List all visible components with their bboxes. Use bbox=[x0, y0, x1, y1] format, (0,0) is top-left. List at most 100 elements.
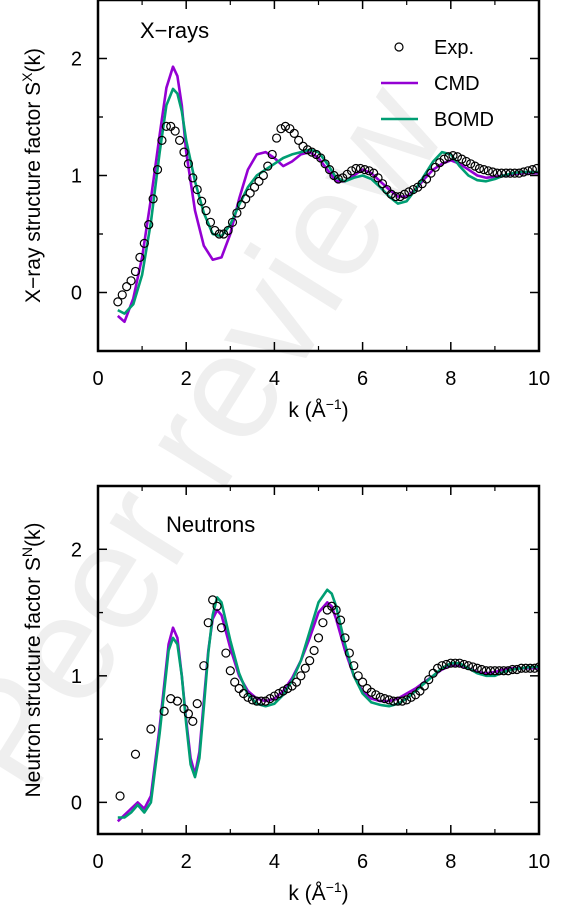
exp-point bbox=[499, 666, 509, 676]
exp-point bbox=[490, 666, 500, 676]
exp-point bbox=[234, 683, 244, 694]
exp-point bbox=[130, 266, 141, 277]
exp-point bbox=[188, 173, 198, 183]
exp-point bbox=[505, 168, 515, 178]
exp-point bbox=[227, 217, 238, 227]
y-axis-label: Neutron structure factor SN(k) bbox=[19, 522, 45, 797]
exp-point bbox=[450, 658, 460, 668]
panel-neutron: 0 2 4 6 8 10 0 1 2 Neutrons k (Å−1) Neutron structu… bbox=[19, 484, 550, 905]
x-tick-label: 4 bbox=[269, 368, 280, 390]
exp-point bbox=[358, 677, 368, 687]
exp-point bbox=[192, 184, 202, 195]
exp-point bbox=[501, 168, 511, 178]
exp-point bbox=[201, 206, 211, 216]
exp-point bbox=[130, 749, 141, 759]
exp-point bbox=[523, 166, 533, 176]
exp-point bbox=[353, 671, 363, 681]
y-tick-label: 1 bbox=[71, 166, 82, 188]
exp-point bbox=[159, 706, 169, 716]
exp-point bbox=[256, 696, 266, 706]
series-line-bomd bbox=[117, 87, 539, 315]
exp-point bbox=[320, 159, 330, 169]
panel-title: X−rays bbox=[140, 18, 209, 43]
exp-point bbox=[291, 677, 302, 687]
exp-point bbox=[205, 217, 216, 227]
series-line-bomd bbox=[117, 588, 539, 819]
y-tick-label: 0 bbox=[71, 283, 82, 305]
x-tick-label: 2 bbox=[181, 851, 192, 873]
exp-point bbox=[161, 121, 171, 131]
exp-point bbox=[305, 656, 315, 666]
legend-label: CMD bbox=[434, 73, 480, 95]
exp-point bbox=[174, 135, 185, 145]
legend-label: Exp. bbox=[434, 37, 474, 59]
exp-point bbox=[254, 176, 264, 186]
exp-point bbox=[406, 692, 416, 702]
exp-point bbox=[512, 664, 522, 675]
exp-point bbox=[245, 188, 255, 198]
exp-point bbox=[532, 163, 539, 174]
exp-point bbox=[280, 121, 291, 131]
panel-xray: 0 2 4 6 8 10 0 1 2 X−rays k (Å−1) X−ray structure f… bbox=[19, 0, 550, 422]
exp-point bbox=[402, 695, 412, 705]
exp-point bbox=[236, 200, 246, 210]
exp-point bbox=[472, 663, 482, 673]
exp-point bbox=[225, 666, 235, 676]
exp-point bbox=[122, 282, 132, 292]
exp-point bbox=[393, 696, 403, 706]
y-tick-label: 1 bbox=[71, 666, 82, 688]
exp-point bbox=[351, 163, 361, 174]
exp-point bbox=[503, 666, 513, 676]
exp-point bbox=[302, 145, 313, 155]
exp-point bbox=[148, 194, 158, 204]
exp-point bbox=[344, 648, 354, 658]
exp-point bbox=[113, 297, 123, 307]
y-tick-label: 0 bbox=[71, 792, 82, 814]
exp-point bbox=[283, 683, 293, 694]
exp-point bbox=[197, 196, 207, 206]
exp-point bbox=[212, 601, 222, 611]
exp-point bbox=[494, 666, 504, 676]
y-axis-label: X−ray structure factor SX(k) bbox=[19, 48, 45, 303]
exp-point bbox=[188, 716, 198, 726]
exp-point bbox=[335, 615, 346, 625]
exp-point bbox=[384, 695, 394, 705]
exp-point bbox=[470, 161, 480, 171]
exp-point bbox=[349, 661, 359, 671]
exp-point bbox=[527, 165, 537, 175]
exp-point bbox=[496, 168, 507, 178]
exp-point bbox=[483, 166, 493, 176]
exp-point bbox=[300, 663, 310, 673]
exp-point bbox=[146, 724, 156, 734]
exp-point bbox=[386, 189, 396, 199]
x-tick-label: 4 bbox=[269, 851, 280, 873]
exp-point bbox=[463, 661, 474, 671]
exp-point bbox=[247, 695, 257, 705]
exp-point bbox=[391, 191, 401, 202]
exp-point bbox=[278, 686, 288, 696]
exp-point bbox=[170, 126, 180, 136]
exp-point bbox=[421, 174, 432, 184]
exp-point bbox=[333, 174, 343, 184]
exp-point bbox=[525, 663, 535, 673]
exp-point bbox=[214, 229, 224, 239]
exp-point bbox=[534, 662, 539, 672]
exp-point bbox=[258, 170, 268, 181]
exp-point bbox=[318, 618, 328, 628]
exp-point bbox=[439, 154, 449, 164]
exp-point bbox=[243, 692, 253, 702]
exp-point bbox=[241, 194, 251, 204]
exp-point bbox=[316, 153, 326, 163]
x-tick-label: 10 bbox=[528, 851, 550, 873]
exp-point bbox=[397, 696, 407, 706]
exp-point bbox=[126, 276, 136, 286]
exp-point bbox=[395, 191, 405, 202]
exp-point bbox=[115, 791, 125, 801]
exp-point bbox=[521, 663, 531, 673]
exp-point bbox=[269, 691, 279, 701]
exp-point bbox=[474, 163, 485, 174]
legend-label: BOMD bbox=[434, 109, 494, 131]
x-tick-label: 0 bbox=[92, 851, 103, 873]
exp-point bbox=[479, 165, 489, 175]
